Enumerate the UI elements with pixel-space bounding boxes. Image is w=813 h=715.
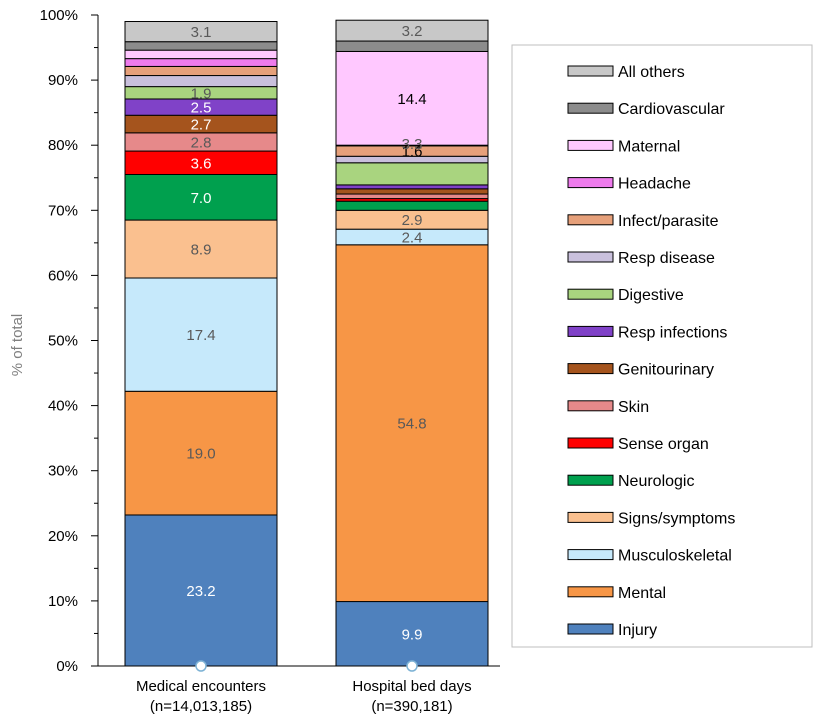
legend-label: Maternal: [618, 138, 680, 155]
data-label: 2.4: [402, 229, 423, 246]
y-tick-label: 90%: [48, 72, 78, 89]
bar-segment: [124, 65, 278, 77]
legend-swatch: [567, 102, 614, 114]
bar-segment: [335, 50, 489, 146]
y-tick-label: 70%: [48, 202, 78, 219]
legend-swatch: [567, 474, 614, 486]
category-label: Medical encounters: [136, 678, 266, 695]
data-label: 3.2: [402, 23, 423, 40]
legend-swatch: [567, 363, 614, 375]
legend-swatch: [567, 586, 614, 598]
data-label: 17.4: [186, 327, 215, 344]
data-label: 23.2: [186, 583, 215, 600]
legend-swatch: [567, 549, 614, 561]
y-tick-label: 80%: [48, 137, 78, 154]
legend-label: Injury: [618, 622, 657, 639]
bar-segment: [124, 49, 278, 60]
data-label: 3.3: [402, 136, 423, 153]
legend-label: Neurologic: [618, 473, 694, 490]
bar-segment: [124, 390, 278, 516]
legend-swatch: [567, 139, 614, 151]
legend-label: Cardiovascular: [618, 101, 725, 118]
legend-swatch: [567, 437, 614, 449]
bar-segment: [335, 193, 489, 200]
legend-swatch: [567, 511, 614, 523]
data-label: 1.9: [191, 85, 212, 102]
bar-segment: [124, 41, 278, 51]
bar-segment: [335, 184, 489, 190]
data-label: 3.6: [191, 155, 212, 172]
legend-label: Musculoskeletal: [618, 548, 732, 565]
y-axis: 0% 10% 20% 30% 40% 50% 60% 70% 80% 90% 100%: [40, 7, 99, 675]
data-label: 2.7: [191, 117, 212, 134]
legend-swatch: [567, 251, 614, 263]
category-marker: [406, 660, 418, 672]
y-tick-label: 30%: [48, 463, 78, 480]
bar-segment: [124, 173, 278, 221]
legend-swatch: [567, 288, 614, 300]
y-tick-label: 50%: [48, 333, 78, 350]
legend-label: Digestive: [618, 287, 684, 304]
data-label: 1.6: [402, 144, 423, 161]
bar-segment: [335, 40, 489, 52]
bar-segment: [335, 162, 489, 186]
legend: All others Cardiovascular Maternal Headache…: [511, 44, 813, 648]
y-axis-label: % of total: [9, 314, 26, 377]
bar-segment: [335, 244, 489, 603]
x-axis: Medical encounters (n=14,013,185) Hospital…: [98, 660, 500, 715]
legend-label: Skin: [618, 399, 649, 416]
legend-frame: [511, 44, 813, 648]
y-tick-label: 0%: [56, 658, 78, 675]
category-label: Hospital bed days: [352, 678, 471, 695]
y-tick-label: 10%: [48, 593, 78, 610]
category-sublabel: (n=14,013,185): [150, 698, 252, 715]
bar-segment: [124, 21, 278, 43]
legend-label: All others: [618, 64, 685, 81]
legend-swatch: [567, 623, 614, 635]
category-sublabel: (n=390,181): [371, 698, 452, 715]
y-tick-label: 20%: [48, 528, 78, 545]
data-labels: 23.2 19.0 17.4 8.9 7.0 3.6 2.82.72.51.9 3.1 9.9 5…: [186, 23, 426, 643]
data-label: 2.8: [191, 134, 212, 151]
legend-swatch: [567, 214, 614, 226]
legend-label: Resp infections: [618, 324, 727, 341]
legend-label: Signs/symptoms: [618, 510, 735, 527]
legend-swatch: [567, 65, 614, 77]
legend-label: Resp disease: [618, 250, 715, 267]
legend-swatch: [567, 325, 614, 337]
data-label: 14.4: [397, 91, 426, 108]
legend-label: Sense organ: [618, 436, 709, 453]
legend-label: Infect/parasite: [618, 213, 719, 230]
data-label: 7.0: [191, 190, 212, 207]
category-marker: [195, 660, 207, 672]
bar-segment: [124, 277, 278, 392]
bar-segment: [335, 188, 489, 195]
y-tick-label: 60%: [48, 267, 78, 284]
data-label: 9.9: [402, 626, 423, 643]
data-label: 2.5: [191, 100, 212, 117]
bar-segment: [335, 601, 489, 667]
bar-segment: [124, 58, 278, 67]
data-label: 54.8: [397, 416, 426, 433]
y-tick-label: 100%: [40, 7, 78, 24]
legend-label: Mental: [618, 585, 666, 602]
y-tick-label: 40%: [48, 398, 78, 415]
bar-segment: [335, 19, 489, 42]
data-label: 3.1: [191, 24, 212, 41]
legend-label: Genitourinary: [618, 362, 714, 379]
bar-segment: [335, 200, 489, 211]
data-label: 2.9: [402, 212, 423, 229]
legend-swatch: [567, 177, 614, 189]
bars: [124, 19, 489, 667]
legend-label: Headache: [618, 176, 691, 193]
data-label: 8.9: [191, 242, 212, 259]
data-label: 19.0: [186, 446, 215, 463]
legend-swatch: [567, 400, 614, 412]
